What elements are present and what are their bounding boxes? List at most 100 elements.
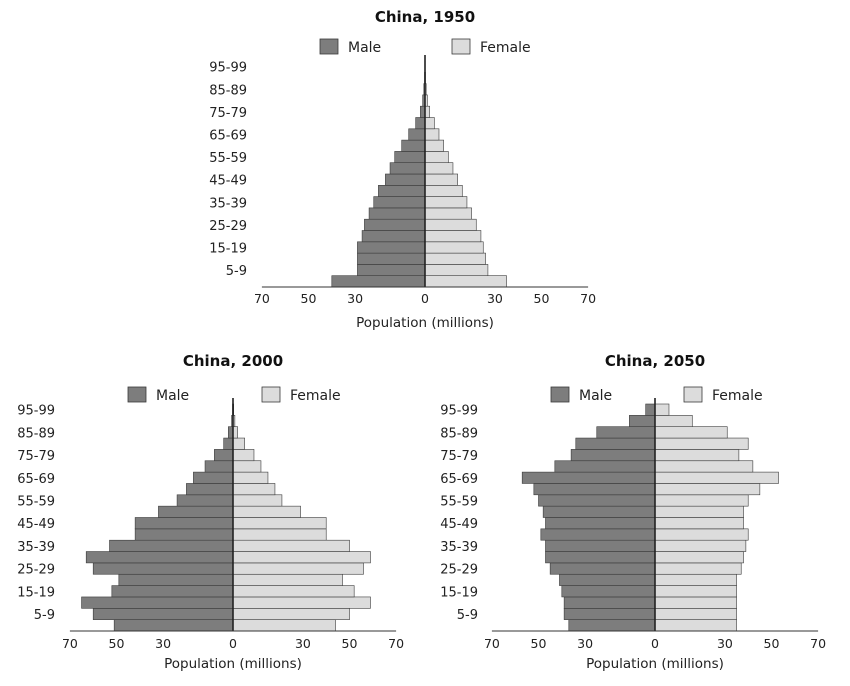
male-swatch-icon [319,38,339,55]
legend-label-female: Female [480,40,531,56]
bar-male-80-84 [575,437,656,450]
pyramid-chart-0: China, 1950 Male Female 70 50 30 0 30 50 70 5-9 15-… [209,8,596,331]
bar-female-50-54 [232,505,301,518]
female-swatch-icon [451,38,471,55]
age-group-label: 65-69 [209,128,247,143]
bar-female-55-59 [232,494,283,507]
bar-female-85-89 [654,426,728,439]
age-group-label: 15-19 [209,241,247,256]
bar-male-35-39 [545,539,656,552]
bar-male-70-74 [415,117,426,130]
x-tick-label: 70 [62,636,78,651]
bar-female-45-49 [232,517,327,530]
age-group-label: 55-59 [440,494,478,509]
bar-male-40-44 [134,528,234,541]
bar-male-10-14 [357,252,426,265]
age-group-label: 25-29 [17,563,55,578]
age-group-label: 95-99 [17,404,55,419]
bar-male-30-34 [545,551,656,564]
age-group-label: 75-79 [17,449,55,464]
bar-male-15-19 [111,585,234,598]
x-tick-label: 0 [421,291,429,306]
x-tick-label: 30 [717,636,733,651]
bar-male-10-14 [81,596,234,609]
age-group-label: 15-19 [17,585,55,600]
bar-male-35-39 [373,196,426,209]
bar-female-35-39 [232,539,350,552]
bar-female-30-34 [424,207,472,220]
bar-male-20-24 [118,573,234,586]
pyramid-chart-2: China, 2050 Male Female 70 50 30 0 30 50 70 5-9 15-… [440,352,826,672]
bar-male-45-49 [134,517,234,530]
bar-male-10-14 [563,596,656,609]
x-tick-label: 30 [487,291,503,306]
bar-female-25-29 [424,218,477,231]
bar-female-70-74 [654,460,754,473]
bar-male-95-99 [645,403,656,416]
age-group-label: 5-9 [457,608,478,623]
age-group-label: 55-59 [209,151,247,166]
bar-female-60-64 [232,483,276,496]
bar-female-80-84 [654,437,749,450]
bar-female-70-74 [232,460,262,473]
bar-female-25-29 [232,562,364,575]
x-axis-label: Population (millions) [356,315,494,331]
age-group-label: 65-69 [440,472,478,487]
bar-male-25-29 [364,218,426,231]
bar-male-45-49 [385,173,426,186]
bar-male-75-79 [214,449,234,462]
x-tick-label: 70 [810,636,826,651]
x-tick-label: 50 [109,636,125,651]
bar-male-55-59 [394,151,426,163]
bar-male-75-79 [570,449,656,462]
age-group-label: 85-89 [440,426,478,441]
bar-female-40-44 [654,528,749,541]
bar-female-55-59 [654,494,749,507]
bar-female-0-4 [424,275,507,288]
legend-label-female: Female [712,388,763,404]
age-group-label: 15-19 [440,585,478,600]
bar-male-20-24 [559,573,656,586]
bar-male-0-4 [113,619,234,632]
bar-female-35-39 [424,196,468,209]
bar-male-40-44 [378,185,426,197]
age-group-label: 45-49 [209,174,247,189]
bar-female-95-99 [654,403,670,416]
bar-female-60-64 [424,139,444,152]
age-group-label: 85-89 [17,426,55,441]
age-group-label: 5-9 [226,264,247,279]
bar-male-30-34 [368,207,426,220]
male-swatch-icon [550,386,570,403]
bar-male-90-94 [629,415,656,428]
x-tick-label: 0 [229,636,237,651]
bar-female-75-79 [232,449,255,462]
age-group-label: 65-69 [17,472,55,487]
bar-male-70-74 [554,460,656,473]
chart-legend: Male Female [550,386,763,404]
bar-female-20-24 [424,230,482,243]
bar-female-25-29 [654,562,742,575]
bar-female-70-74 [424,117,435,130]
bar-male-70-74 [204,460,234,473]
legend-label-male: Male [579,388,612,404]
bar-male-20-24 [361,230,426,243]
age-group-label: 55-59 [17,494,55,509]
x-axis-label: Population (millions) [586,656,724,672]
bar-female-40-44 [424,185,463,197]
age-group-label: 35-39 [209,196,247,211]
bar-male-15-19 [357,241,426,254]
x-tick-label: 50 [342,636,358,651]
age-group-label: 75-79 [209,106,247,121]
bar-female-50-54 [654,505,744,518]
age-group-label: 95-99 [209,61,247,76]
x-tick-label: 30 [347,291,363,306]
x-tick-label: 70 [254,291,270,306]
age-group-label: 45-49 [440,517,478,532]
bar-male-25-29 [92,562,234,575]
age-group-label: 95-99 [440,404,478,419]
bar-female-10-14 [424,252,486,265]
bar-male-65-69 [193,471,234,484]
x-tick-label: 70 [580,291,596,306]
bar-male-0-4 [331,275,426,288]
bar-female-75-79 [654,449,740,462]
